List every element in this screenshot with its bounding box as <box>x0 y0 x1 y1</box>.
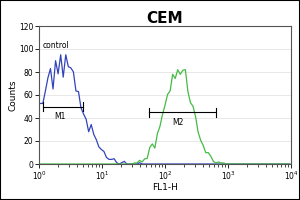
Text: control: control <box>43 41 70 50</box>
X-axis label: FL1-H: FL1-H <box>152 183 178 192</box>
Y-axis label: Counts: Counts <box>9 79 18 111</box>
Text: M1: M1 <box>54 112 66 121</box>
Title: CEM: CEM <box>147 11 183 26</box>
Text: M2: M2 <box>172 118 184 127</box>
